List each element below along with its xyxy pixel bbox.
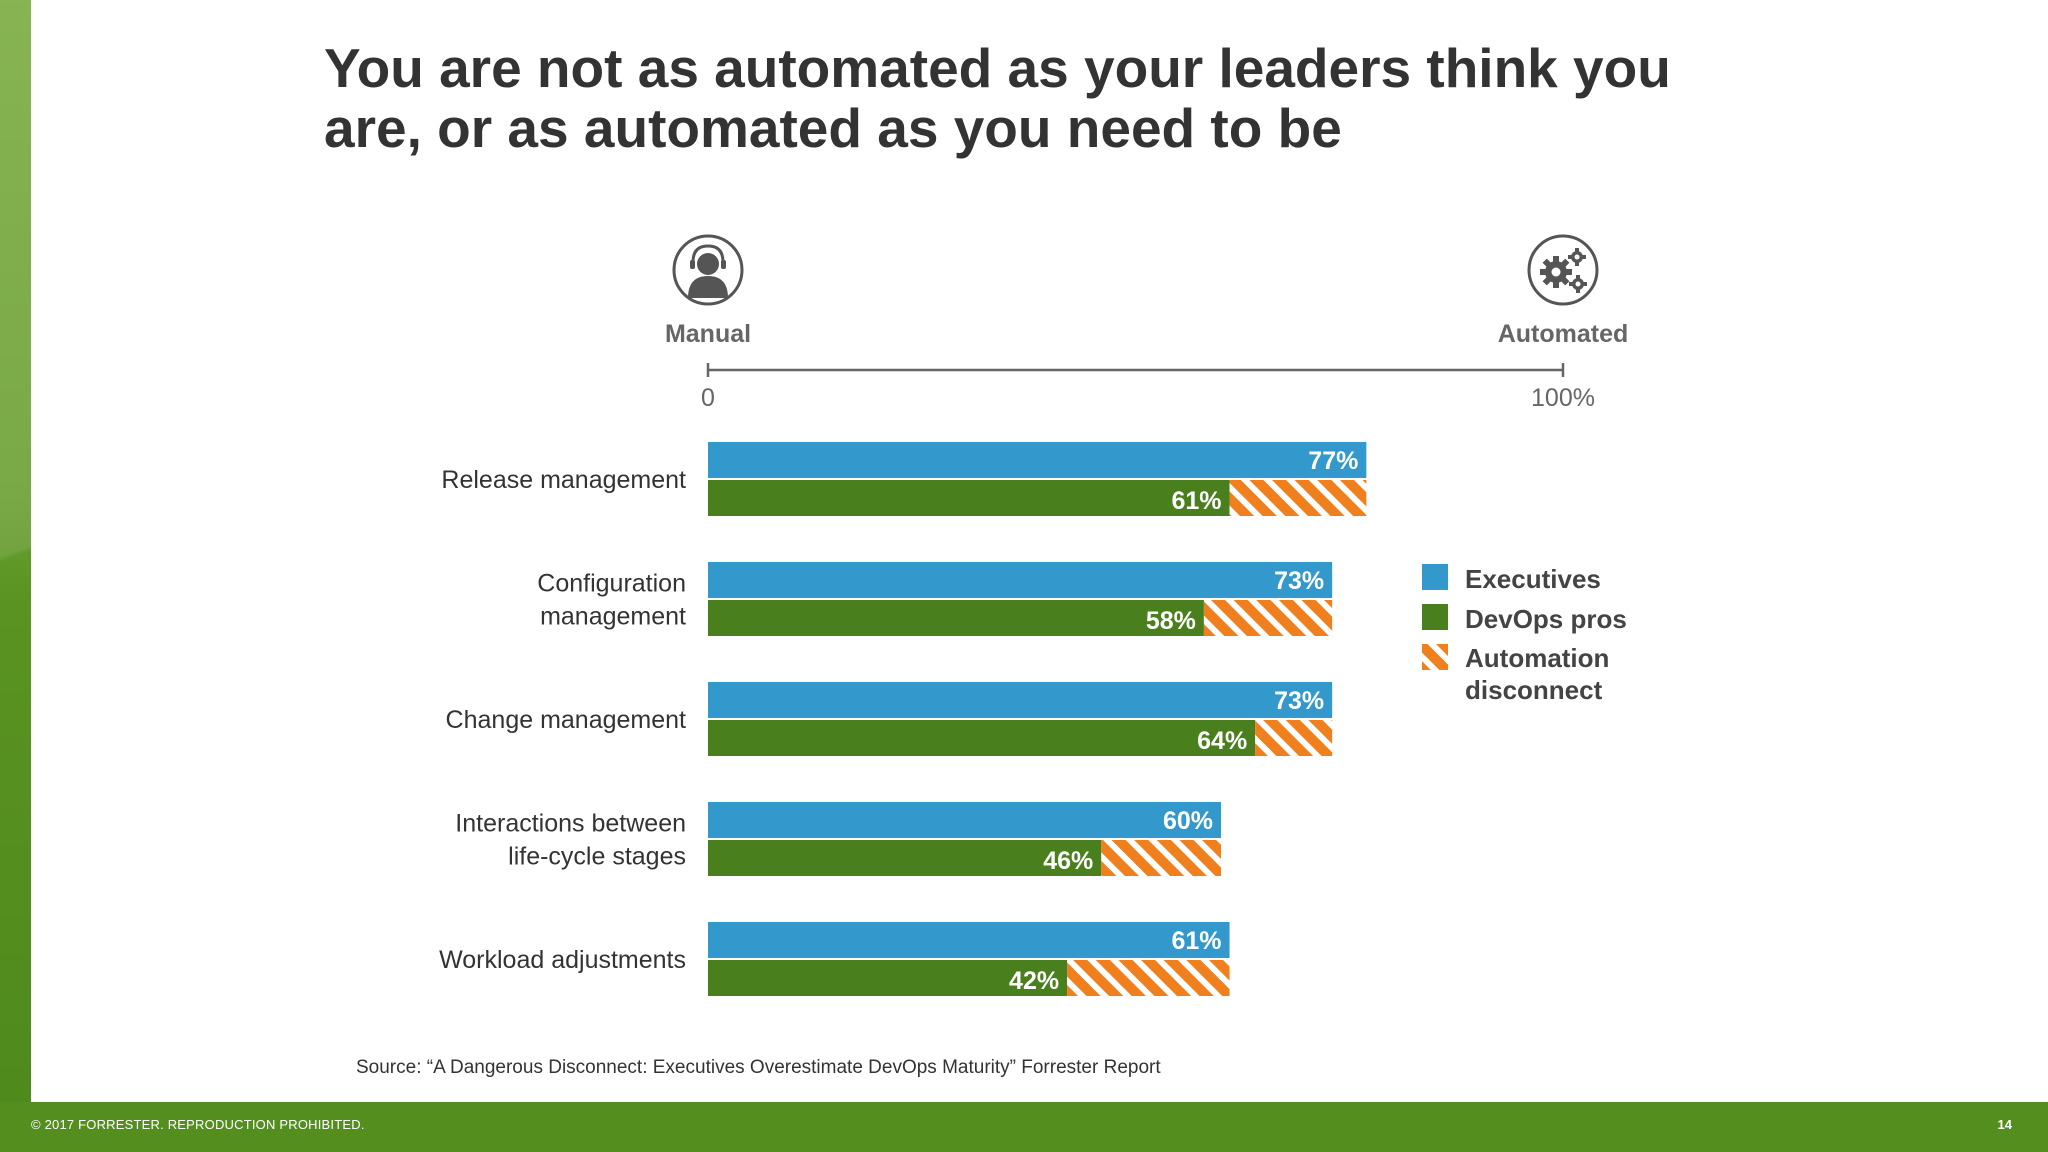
devops-bar-3	[708, 840, 1102, 876]
category-label-1-0: Configuration	[537, 570, 686, 598]
category-label-3-1: life-cycle stages	[508, 843, 686, 871]
disconnect-bar-3	[1101, 840, 1221, 876]
executives-bar-3	[708, 802, 1221, 838]
scale-label-manual: Manual	[665, 320, 751, 348]
legend-swatch-disconnect	[1422, 644, 1448, 670]
legend-swatch-executives	[1422, 564, 1448, 590]
devops-bar-1	[708, 600, 1204, 636]
legend-label-disconnect-1: Automation	[1465, 643, 1609, 673]
scale-tick-min: 0	[701, 384, 715, 412]
category-label-2-0: Change management	[446, 706, 686, 734]
executives-value-4: 61%	[1172, 927, 1222, 955]
devops-bar-2	[708, 720, 1256, 756]
legend-swatch-devops	[1422, 604, 1448, 630]
scale-axis	[706, 363, 1565, 377]
footer-bar	[0, 1102, 2048, 1152]
executives-value-3: 60%	[1163, 807, 1213, 835]
left-accent-facet	[0, 0, 31, 1102]
executives-bar-2	[708, 682, 1333, 718]
devops-bar-4	[708, 960, 1068, 996]
devops-value-0: 61%	[1172, 487, 1222, 515]
automation-chart: Manual Automated 0 100% Release manageme…	[439, 234, 1629, 996]
executives-value-2: 73%	[1274, 687, 1324, 715]
slide-title: You are not as automated as your leaders…	[324, 38, 1824, 158]
executives-bar-1	[708, 562, 1333, 598]
title-line-1: You are not as automated as your leaders…	[324, 37, 1671, 99]
devops-value-4: 42%	[1009, 967, 1059, 995]
disconnect-bar-0	[1229, 480, 1367, 516]
disconnect-bar-2	[1255, 720, 1333, 756]
footer-page-number: 14	[1997, 1117, 2012, 1132]
executives-value-1: 73%	[1274, 567, 1324, 595]
scale-tick-max: 100%	[1531, 384, 1595, 412]
legend-label-executives: Executives	[1465, 564, 1601, 594]
gears-icon	[1527, 234, 1599, 306]
scale-label-automated: Automated	[1498, 320, 1629, 348]
category-label-4-0: Workload adjustments	[439, 946, 686, 974]
legend-label-devops: DevOps pros	[1465, 604, 1627, 634]
left-accent-band	[0, 0, 31, 1102]
disconnect-bar-4	[1067, 960, 1230, 996]
disconnect-bar-1	[1203, 600, 1333, 636]
devops-value-2: 64%	[1197, 727, 1247, 755]
title-line-2: are, or as automated as you need to be	[324, 97, 1342, 159]
devops-bar-0	[708, 480, 1230, 516]
person-headset-icon	[672, 234, 744, 306]
executives-value-0: 77%	[1308, 447, 1358, 475]
executives-bar-0	[708, 442, 1367, 478]
category-label-3-0: Interactions between	[455, 810, 686, 838]
legend: Executives DevOps pros Automation discon…	[1422, 564, 1627, 705]
devops-value-3: 46%	[1043, 847, 1093, 875]
executives-bar-4	[708, 922, 1230, 958]
source-note: Source: “A Dangerous Disconnect: Executi…	[356, 1057, 1161, 1078]
category-label-0-0: Release management	[441, 466, 686, 494]
category-label-1-1: management	[540, 603, 686, 631]
devops-value-1: 58%	[1146, 607, 1196, 635]
footer-copyright: © 2017 FORRESTER. REPRODUCTION PROHIBITE…	[31, 1117, 365, 1132]
legend-label-disconnect-2: disconnect	[1465, 675, 1603, 705]
bars-group: Release management 77% 61% Configuration man…	[439, 442, 1367, 996]
